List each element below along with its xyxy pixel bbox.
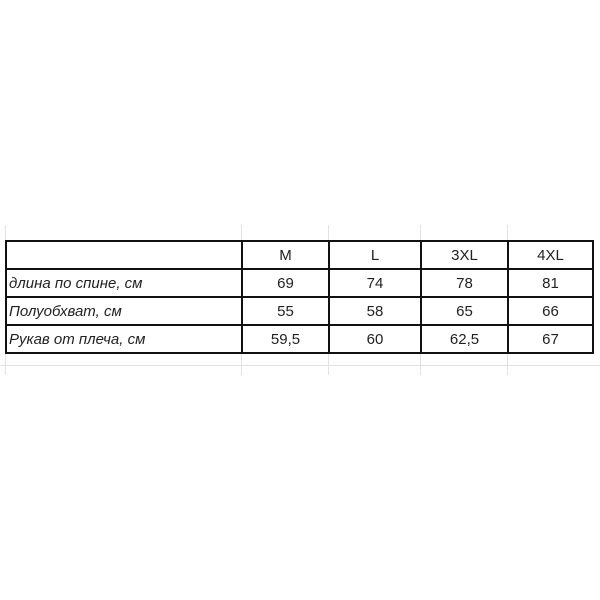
cell: 58 (328, 296, 422, 326)
cell: 59,5 (241, 324, 330, 354)
header-cell: L (328, 240, 422, 270)
header-cell: M (241, 240, 330, 270)
cell: 69 (241, 268, 330, 298)
gridline (0, 365, 600, 366)
cell: 65 (420, 296, 509, 326)
cell: 66 (507, 296, 594, 326)
row-label: длина по спине, см (5, 268, 243, 298)
table-row: Рукав от плеча, см 59,5 60 62,5 67 (5, 324, 594, 354)
cell: 81 (507, 268, 594, 298)
header-cell: 3XL (420, 240, 509, 270)
row-label: Рукав от плеча, см (5, 324, 243, 354)
table-row: Полуобхват, см 55 58 65 66 (5, 296, 594, 326)
cell: 78 (420, 268, 509, 298)
row-label: Полуобхват, см (5, 296, 243, 326)
size-table: M L 3XL 4XL длина по спине, см 69 74 78 … (5, 240, 594, 354)
table-row: длина по спине, см 69 74 78 81 (5, 268, 594, 298)
cell: 67 (507, 324, 594, 354)
table-header-row: M L 3XL 4XL (5, 240, 594, 270)
cell: 74 (328, 268, 422, 298)
cell: 62,5 (420, 324, 509, 354)
cell: 60 (328, 324, 422, 354)
cell: 55 (241, 296, 330, 326)
header-cell (5, 240, 243, 270)
header-cell: 4XL (507, 240, 594, 270)
